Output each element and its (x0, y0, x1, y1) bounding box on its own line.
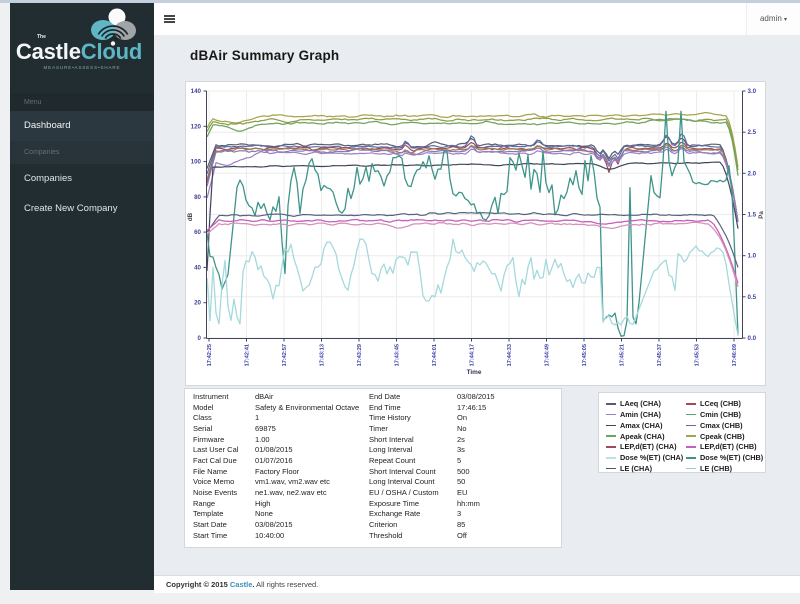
svg-text:0.5: 0.5 (748, 294, 757, 301)
svg-text:100: 100 (191, 159, 202, 166)
svg-text:17:44:17: 17:44:17 (470, 344, 476, 366)
svg-text:2.0: 2.0 (748, 170, 757, 177)
svg-text:120: 120 (191, 123, 202, 130)
svg-text:1.5: 1.5 (748, 212, 757, 219)
svg-text:40: 40 (194, 264, 201, 271)
svg-text:17:42:25: 17:42:25 (207, 344, 213, 366)
svg-text:20: 20 (194, 300, 201, 307)
svg-text:17:46:09: 17:46:09 (732, 344, 738, 366)
svg-text:2.5: 2.5 (748, 129, 757, 136)
svg-text:17:45:37: 17:45:37 (657, 344, 663, 366)
svg-text:0: 0 (198, 335, 202, 342)
svg-text:80: 80 (194, 194, 201, 201)
svg-text:0.0: 0.0 (748, 335, 757, 342)
svg-text:17:45:53: 17:45:53 (695, 344, 701, 366)
svg-text:17:42:57: 17:42:57 (282, 344, 288, 366)
svg-text:140: 140 (191, 88, 202, 95)
svg-text:17:43:13: 17:43:13 (320, 344, 326, 366)
svg-text:17:44:33: 17:44:33 (507, 344, 513, 366)
svg-text:Time: Time (467, 369, 482, 376)
svg-text:3.0: 3.0 (748, 88, 757, 95)
svg-text:17:45:05: 17:45:05 (582, 344, 588, 366)
svg-text:17:44:49: 17:44:49 (545, 344, 551, 366)
svg-text:60: 60 (194, 229, 201, 236)
svg-text:17:43:45: 17:43:45 (395, 344, 401, 366)
svg-text:Pa: Pa (758, 211, 765, 219)
svg-text:17:44:01: 17:44:01 (432, 344, 438, 366)
svg-text:1.0: 1.0 (748, 253, 757, 260)
svg-text:17:45:21: 17:45:21 (620, 344, 626, 366)
svg-text:dB: dB (187, 212, 194, 221)
svg-text:17:43:29: 17:43:29 (357, 344, 363, 366)
svg-text:17:42:41: 17:42:41 (245, 344, 251, 366)
